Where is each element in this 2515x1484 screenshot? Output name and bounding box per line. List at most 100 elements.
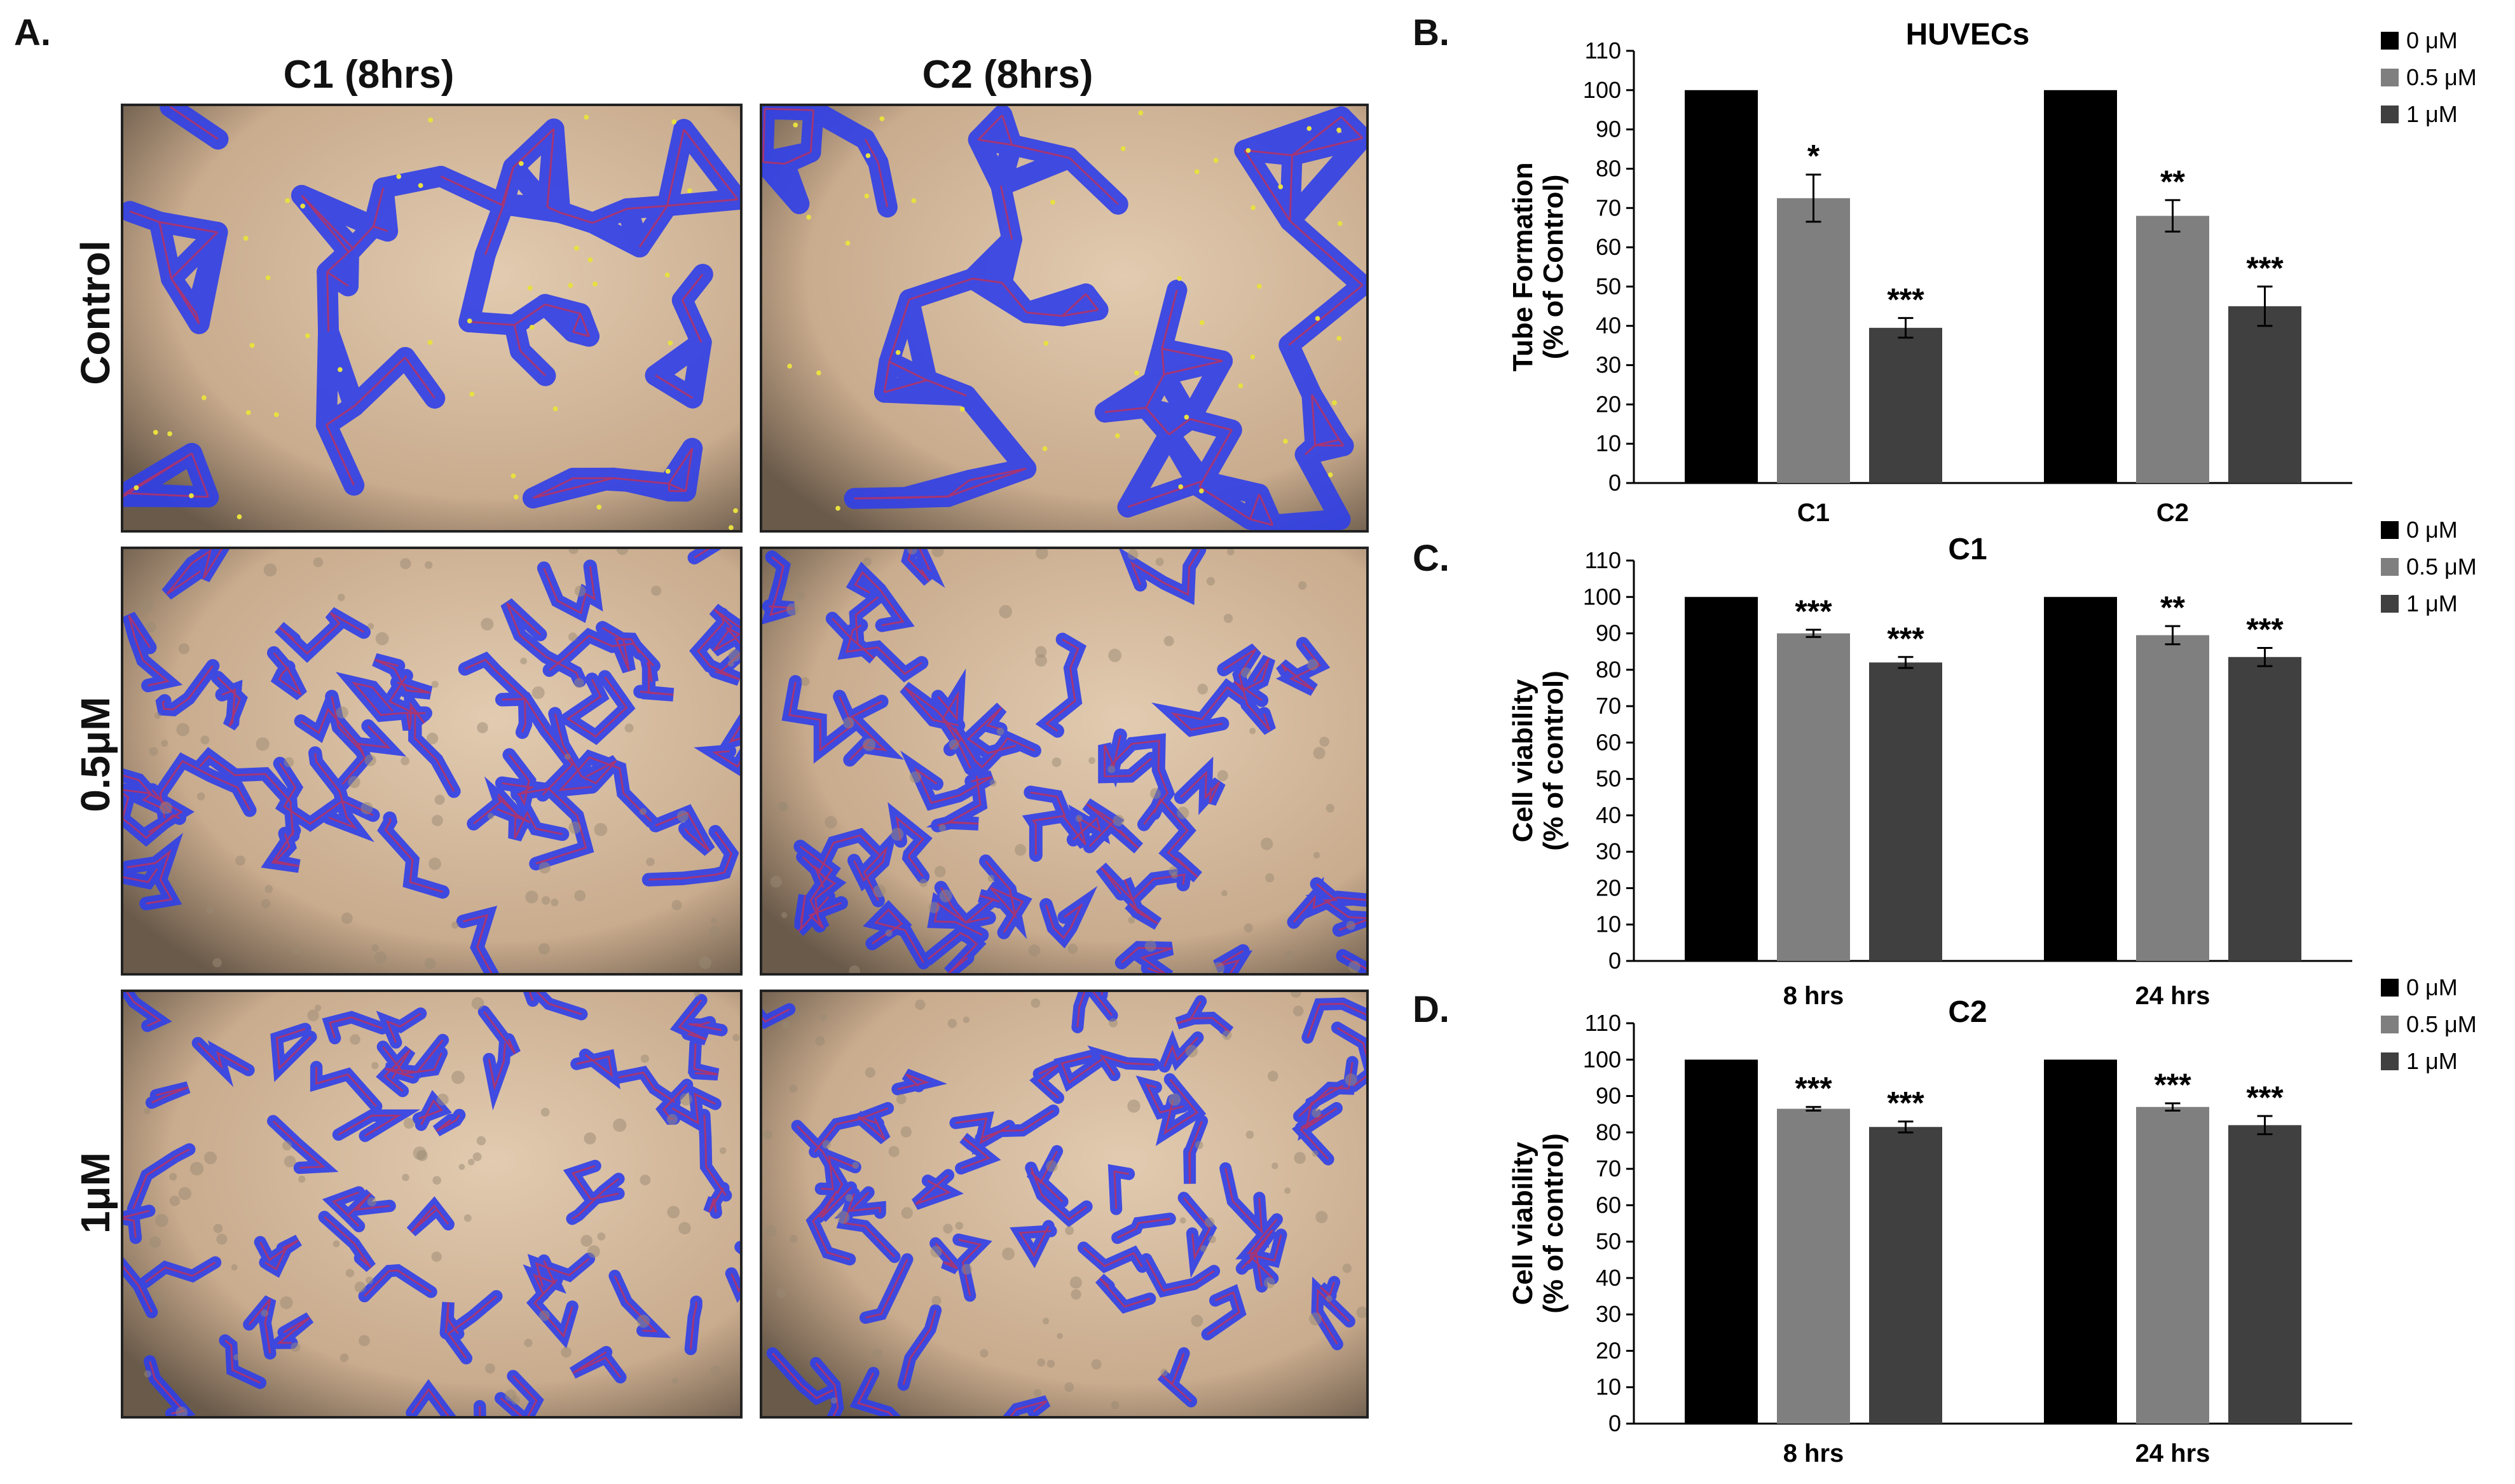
cell-debris [235,855,245,866]
node-marker [338,367,343,372]
cell-debris [919,878,928,887]
cell-debris [213,1223,223,1234]
cell-debris [402,1173,409,1181]
legend-swatch [2381,521,2399,539]
bar [1869,1127,1942,1424]
y-tick-label: 90 [1596,620,1621,646]
micrograph-c1-control [121,104,743,533]
node-marker [1337,221,1343,226]
node-marker [518,161,524,167]
cell-debris [580,1235,593,1247]
cell-debris [541,896,551,905]
cell-debris [863,738,875,751]
cell-debris [189,1162,204,1176]
cell-debris [525,890,538,904]
y-axis-label: (% of control) [1538,671,1569,851]
y-tick-label: 70 [1596,693,1621,719]
micrograph-c1-1um [121,990,743,1419]
category-label: 8 hrs [1783,1440,1844,1467]
y-tick-label: 40 [1596,313,1621,339]
y-tick-label: 70 [1596,1155,1621,1181]
significance-label: *** [2246,250,2284,286]
node-marker [959,406,965,412]
cell-debris [178,643,190,655]
micrograph-texture [123,549,740,973]
node-marker [513,494,519,500]
cell-debris [1268,1070,1278,1082]
cell-debris [782,1021,790,1029]
y-tick-label: 80 [1596,155,1621,181]
bar [2044,597,2117,961]
node-marker [1050,200,1055,205]
y-tick-label: 110 [1585,1010,1621,1036]
node-marker [265,275,271,280]
cell-debris [1313,852,1320,859]
y-tick-label: 60 [1596,729,1621,755]
cell-debris [640,1054,649,1063]
cell-debris [471,997,484,1010]
cell-debris [431,681,439,688]
category-label: 8 hrs [1783,982,1844,1010]
y-tick-label: 20 [1596,875,1621,901]
cell-debris [1069,1276,1082,1289]
significance-label: ** [2160,590,2185,625]
cell-debris [1127,1099,1141,1113]
cell-debris [1206,576,1216,586]
cell-debris [1144,940,1156,952]
cell-debris [822,1140,831,1149]
cell-debris [961,1263,973,1275]
cell-debris [584,1132,596,1145]
cell-debris [1075,815,1083,822]
cell-debris [538,943,550,955]
cell-debris [872,1348,882,1358]
significance-label: *** [1887,621,1924,657]
cell-debris [1064,1382,1074,1392]
node-marker [418,182,423,188]
node-marker [1332,400,1337,405]
y-axis-label: (% of Control) [1538,175,1569,360]
node-marker [596,504,602,510]
cell-debris [901,1207,913,1219]
node-marker [687,188,692,193]
cell-debris [432,815,443,826]
cell-debris [587,1245,600,1258]
node-marker [1327,472,1333,477]
cell-debris [284,1155,296,1167]
node-marker [1134,371,1139,376]
cell-debris [955,1222,964,1230]
node-marker [584,114,589,120]
cell-debris [999,604,1012,618]
cell-debris [291,1342,301,1352]
node-marker [1245,147,1251,153]
cell-debris [434,794,445,805]
y-tick-label: 0 [1608,470,1621,496]
cell-debris [1212,962,1225,973]
cell-debris [1306,658,1319,671]
node-marker [273,412,279,418]
cell-debris [1197,683,1209,695]
y-tick-label: 100 [1583,583,1621,609]
cell-debris [332,1240,340,1248]
cell-debris [996,727,1004,735]
node-marker [1120,146,1126,151]
cell-debris [144,1370,151,1378]
node-marker [895,350,901,355]
cell-debris [313,557,324,568]
cell-debris [1348,960,1360,973]
cell-debris [451,922,459,929]
cell-debris [1043,1317,1050,1324]
legend-label: 0 μM [2406,974,2458,1000]
cell-debris [345,1269,355,1277]
cell-debris [694,992,701,997]
cell-debris [354,1281,366,1293]
bar [2044,1059,2117,1424]
chart-title: C1 [1948,533,1987,566]
node-marker [1278,184,1284,189]
cell-debris [891,827,904,841]
cell-debris [1037,1358,1045,1367]
cell-debris [1290,992,1301,998]
panel-c-letter: C. [1413,538,1449,579]
cell-debris [980,1349,989,1358]
y-tick-label: 50 [1596,1229,1621,1255]
cell-debris [1204,1217,1215,1228]
